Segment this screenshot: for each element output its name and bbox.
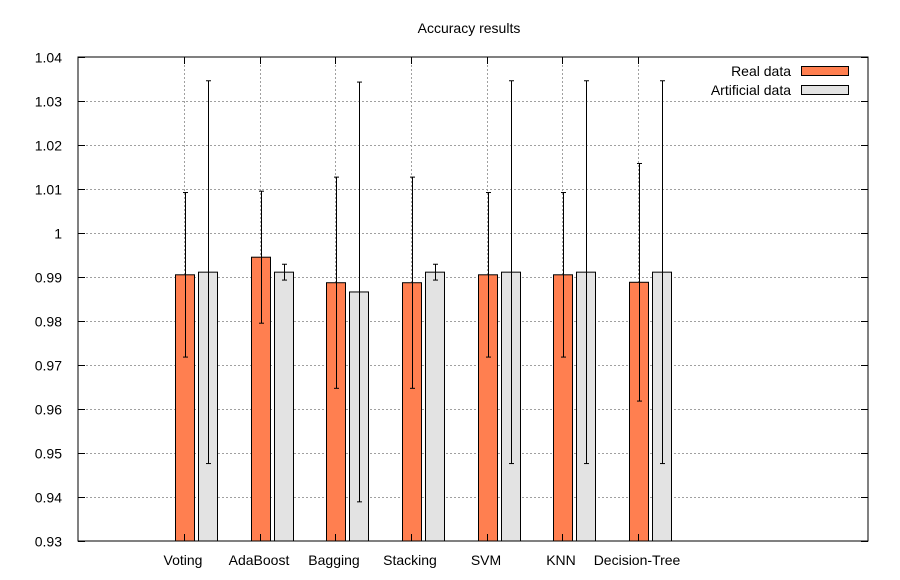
x-tick-label: Stacking: [383, 552, 437, 568]
chart-title: Accuracy results: [418, 20, 521, 36]
y-tick-label: 0.95: [35, 446, 62, 462]
y-tick-label: 0.98: [35, 314, 62, 330]
y-tick-label: 1.01: [35, 182, 62, 198]
bar-artificial: [426, 272, 445, 541]
x-tick-label: Voting: [164, 552, 203, 568]
plot-frame: [78, 57, 868, 541]
x-tick-label: SVM: [471, 552, 501, 568]
legend: Real data Artificial data: [711, 63, 849, 98]
bar-artificial: [275, 272, 294, 541]
x-tick-label: Decision-Tree: [594, 552, 681, 568]
y-tick-label: 1.03: [35, 94, 62, 110]
x-tick-label: AdaBoost: [229, 552, 290, 568]
y-axis-ticks: 0.93 0.94 0.95 0.96 0.97 0.98 0.99 1 1.01 1.02 1.0…: [35, 50, 868, 550]
y-tick-label: 1.02: [35, 138, 62, 154]
y-tick-label: 1.04: [35, 50, 62, 66]
y-tick-label: 0.97: [35, 358, 62, 374]
x-tick-label: Bagging: [308, 552, 359, 568]
x-axis-ticks: Voting AdaBoost Bagging Stacking SVM KNN Decis…: [164, 57, 681, 568]
y-tick-label: 0.94: [35, 490, 62, 506]
legend-label: Real data: [731, 63, 791, 79]
x-tick-label: KNN: [546, 552, 576, 568]
legend-label: Artificial data: [711, 82, 791, 98]
grid-lines: [78, 57, 868, 541]
bar-marks: [176, 257, 672, 541]
y-tick-label: 0.96: [35, 402, 62, 418]
legend-swatch: [802, 67, 849, 76]
y-tick-label: 1: [54, 226, 62, 242]
y-tick-label: 0.93: [35, 534, 62, 550]
y-tick-label: 0.99: [35, 270, 62, 286]
legend-swatch: [802, 86, 849, 95]
